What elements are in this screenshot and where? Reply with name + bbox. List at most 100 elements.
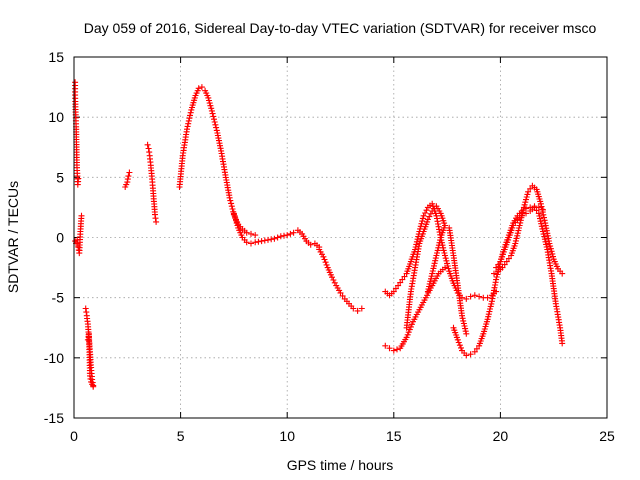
data-point xyxy=(428,273,435,280)
data-point xyxy=(489,292,496,299)
data-point xyxy=(429,268,436,274)
y-tick-label: -10 xyxy=(44,350,64,366)
data-point xyxy=(542,238,549,245)
data-point xyxy=(538,223,545,230)
data-point xyxy=(206,97,212,104)
data-point xyxy=(211,116,217,123)
data-point xyxy=(187,109,194,116)
data-point xyxy=(209,110,216,117)
data-point xyxy=(462,328,469,335)
data-point xyxy=(419,215,426,222)
data-point xyxy=(243,239,250,246)
data-point xyxy=(184,123,191,130)
data-point xyxy=(442,222,448,229)
data-point xyxy=(207,102,214,109)
data-point xyxy=(227,197,234,204)
data-point xyxy=(329,274,335,281)
data-point xyxy=(429,270,436,277)
data-point xyxy=(538,220,545,227)
x-tick-label: 0 xyxy=(70,428,78,444)
data-point xyxy=(516,222,523,229)
chart-title: Day 059 of 2016, Sidereal Day-to-day VTE… xyxy=(84,20,597,36)
data-point xyxy=(432,257,439,264)
data-point xyxy=(426,280,433,287)
data-point xyxy=(541,217,548,224)
data-point xyxy=(228,203,235,210)
data-point xyxy=(274,234,281,241)
data-point xyxy=(493,276,500,283)
data-point xyxy=(75,175,82,182)
data-point xyxy=(535,210,542,217)
data-point xyxy=(442,264,448,271)
data-point xyxy=(205,94,212,101)
data-point xyxy=(541,233,548,240)
data-point xyxy=(433,212,440,219)
data-point xyxy=(229,206,236,212)
data-point xyxy=(442,252,448,259)
data-point xyxy=(243,229,250,236)
data-point xyxy=(331,279,338,286)
data-point xyxy=(484,294,491,301)
data-point xyxy=(252,232,259,239)
data-point xyxy=(406,326,413,333)
data-point xyxy=(513,235,520,242)
data-point xyxy=(517,217,524,224)
data-point xyxy=(521,201,528,208)
data-point xyxy=(512,219,519,226)
data-point xyxy=(258,238,265,245)
data-point xyxy=(322,259,329,266)
data-point xyxy=(435,244,442,251)
data-point xyxy=(540,228,546,235)
data-point xyxy=(524,191,531,198)
data-point xyxy=(405,329,412,336)
data-point xyxy=(514,230,521,237)
data-point xyxy=(550,253,556,260)
data-point xyxy=(549,250,556,257)
data-point xyxy=(404,331,411,338)
data-point xyxy=(198,84,205,91)
data-point xyxy=(403,334,410,341)
data-point xyxy=(445,265,452,272)
data-point xyxy=(252,239,259,246)
x-axis-label: GPS time / hours xyxy=(287,457,394,473)
y-tick-label: 15 xyxy=(48,49,64,65)
data-point xyxy=(426,283,433,290)
data-point xyxy=(386,345,393,352)
data-point xyxy=(463,295,470,302)
data-point xyxy=(211,119,218,125)
data-point xyxy=(330,277,337,283)
data-point xyxy=(539,209,546,216)
data-point xyxy=(455,339,462,346)
data-point xyxy=(437,237,444,244)
data-point xyxy=(471,292,478,299)
data-point xyxy=(467,351,474,358)
data-point xyxy=(427,210,434,217)
data-point xyxy=(281,232,287,239)
data-point xyxy=(407,323,414,330)
x-tick-label: 15 xyxy=(386,428,402,444)
data-point xyxy=(423,207,430,214)
data-point xyxy=(422,210,429,216)
data-point xyxy=(307,241,314,248)
data-point xyxy=(228,200,235,207)
data-point xyxy=(358,305,365,312)
axis-ticks: 0 5 10 15 20 25 -15 -10 -5 0 5 10 15 xyxy=(44,49,615,444)
data-point xyxy=(543,241,550,248)
data-point xyxy=(440,247,447,254)
data-point xyxy=(548,248,555,255)
data-point xyxy=(458,344,464,351)
data-point xyxy=(208,105,215,112)
data-point xyxy=(226,194,233,201)
data-point xyxy=(78,212,85,219)
data-point xyxy=(476,293,483,300)
data-point xyxy=(185,120,192,127)
data-point xyxy=(213,127,220,134)
data-point xyxy=(486,308,493,315)
data-point xyxy=(442,255,449,262)
data-point xyxy=(184,126,190,133)
data-point xyxy=(408,321,415,328)
y-tick-label: -15 xyxy=(44,410,64,426)
data-point xyxy=(126,169,133,176)
data-point xyxy=(514,232,521,239)
